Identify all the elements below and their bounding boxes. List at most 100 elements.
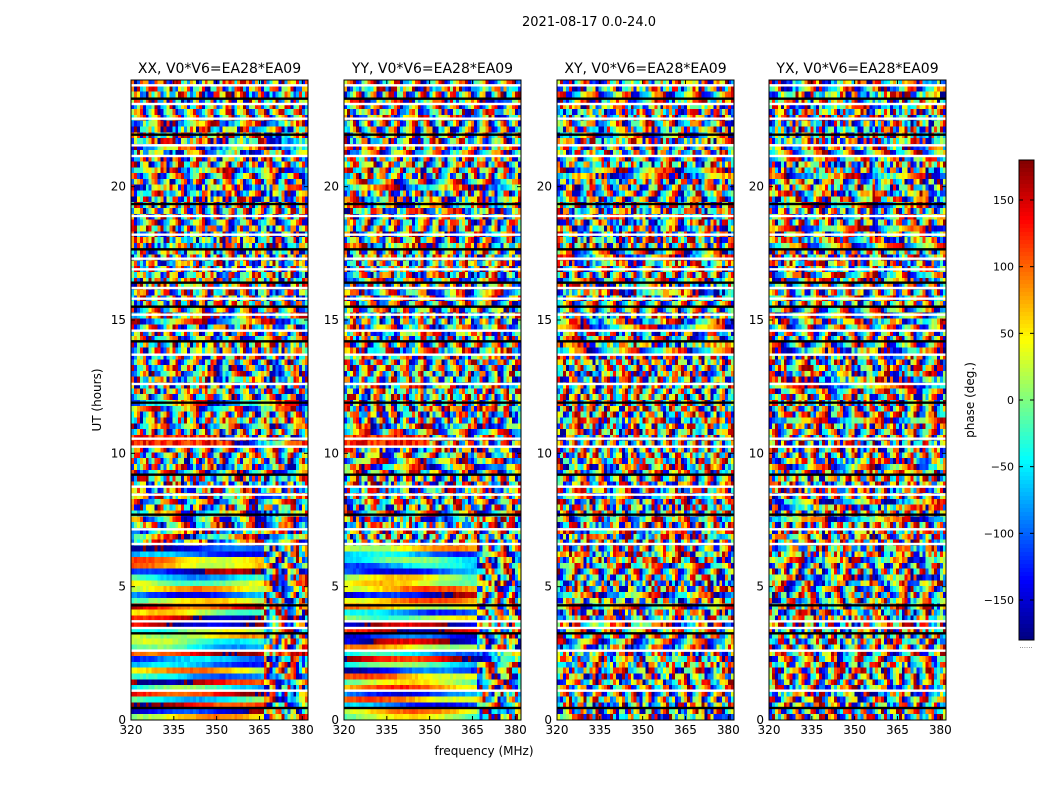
heatmap-cell: [293, 208, 296, 214]
heatmap-cell: [228, 225, 231, 231]
heatmap-cell: [149, 260, 152, 266]
heatmap-cell: [158, 499, 161, 505]
heatmap-cell: [284, 348, 287, 354]
heatmap-cell: [217, 225, 220, 231]
heatmap-cell: [243, 476, 246, 482]
heatmap-cell: [205, 505, 208, 511]
heatmap-cell: [281, 173, 284, 179]
heatmap-cell: [149, 377, 152, 383]
heatmap-cell: [240, 86, 243, 92]
heatmap-cell: [202, 86, 205, 92]
heatmap-cell: [193, 423, 196, 429]
heatmap-cell: [264, 499, 267, 505]
heatmap-cell: [302, 92, 305, 98]
heatmap-cell: [202, 208, 205, 214]
heatmap-cell: [296, 342, 299, 348]
heatmap-cell: [258, 161, 261, 167]
heatmap-cell: [214, 319, 217, 325]
heatmap-cell: [255, 458, 258, 464]
heatmap-cell: [228, 545, 231, 551]
heatmap-cell: [261, 458, 264, 464]
heatmap-cell: [181, 371, 184, 377]
heatmap-cell: [255, 92, 258, 98]
heatmap-cell: [184, 417, 187, 423]
heatmap-cell: [196, 179, 199, 185]
heatmap-cell: [228, 487, 231, 493]
heatmap-cell: [290, 167, 293, 173]
heatmap-cell: [163, 423, 166, 429]
heatmap-cell: [255, 423, 258, 429]
heatmap-cell: [290, 179, 293, 185]
heatmap-cell: [290, 359, 293, 365]
heatmap-cell: [175, 185, 178, 191]
heatmap-cell: [287, 417, 290, 423]
heatmap-cell: [267, 499, 270, 505]
heatmap-cell: [172, 138, 175, 144]
heatmap-cell: [293, 196, 296, 202]
heatmap-cell: [273, 499, 276, 505]
heatmap-cell: [231, 412, 234, 418]
heatmap-cell: [279, 429, 282, 435]
heatmap-cell: [281, 272, 284, 278]
heatmap-cell: [273, 476, 276, 482]
heatmap-cell: [252, 505, 255, 511]
heatmap-cell: [287, 429, 290, 435]
heatmap-cell: [158, 185, 161, 191]
heatmap-cell: [228, 92, 231, 98]
heatmap-cell: [273, 371, 276, 377]
heatmap-cell: [264, 289, 267, 295]
heatmap-cell: [143, 394, 146, 400]
heatmap-cell: [155, 225, 158, 231]
heatmap-cell: [296, 127, 299, 133]
heatmap-cell: [152, 417, 155, 423]
heatmap-cell: [166, 545, 169, 551]
heatmap-cell: [290, 412, 293, 418]
heatmap-cell: [178, 423, 181, 429]
heatmap-cell: [255, 394, 258, 400]
heatmap-cell: [246, 551, 249, 557]
heatmap-cell: [196, 423, 199, 429]
heatmap-cell: [252, 359, 255, 365]
heatmap-cell: [187, 522, 190, 528]
heatmap-cell: [193, 476, 196, 482]
heatmap-cell: [152, 365, 155, 371]
heatmap-cell: [208, 225, 211, 231]
heatmap-cell: [284, 394, 287, 400]
heatmap-cell: [299, 487, 302, 493]
heatmap-cell: [287, 109, 290, 115]
heatmap-cell: [234, 412, 237, 418]
heatmap-cell: [249, 237, 252, 243]
heatmap-cell: [161, 196, 164, 202]
heatmap-cell: [279, 476, 282, 482]
heatmap-cell: [214, 417, 217, 423]
heatmap-cell: [166, 121, 169, 127]
heatmap-cell: [258, 534, 261, 540]
heatmap-cell: [252, 319, 255, 325]
heatmap-cell: [296, 417, 299, 423]
heatmap-cell: [146, 260, 149, 266]
heatmap-cell: [273, 86, 276, 92]
heatmap-cell: [249, 423, 252, 429]
heatmap-cell: [222, 319, 225, 325]
heatmap-cell: [273, 208, 276, 214]
heatmap-cell: [134, 487, 137, 493]
heatmap-cell: [140, 534, 143, 540]
heatmap-cell: [152, 237, 155, 243]
heatmap-cell: [178, 86, 181, 92]
heatmap-cell: [249, 173, 252, 179]
heatmap-cell: [234, 220, 237, 226]
heatmap-cell: [214, 516, 217, 522]
heatmap-cell: [196, 406, 199, 412]
heatmap-cell: [261, 551, 264, 557]
heatmap-cell: [131, 196, 134, 202]
heatmap-cell: [246, 342, 249, 348]
heatmap-cell: [172, 458, 175, 464]
heatmap-cell: [255, 557, 258, 563]
heatmap-cell: [134, 179, 137, 185]
heatmap-cell: [163, 121, 166, 127]
heatmap-cell: [131, 458, 134, 464]
heatmap-cell: [196, 545, 199, 551]
heatmap-cell: [228, 185, 231, 191]
heatmap-cell: [243, 534, 246, 540]
heatmap-cell: [217, 464, 220, 470]
